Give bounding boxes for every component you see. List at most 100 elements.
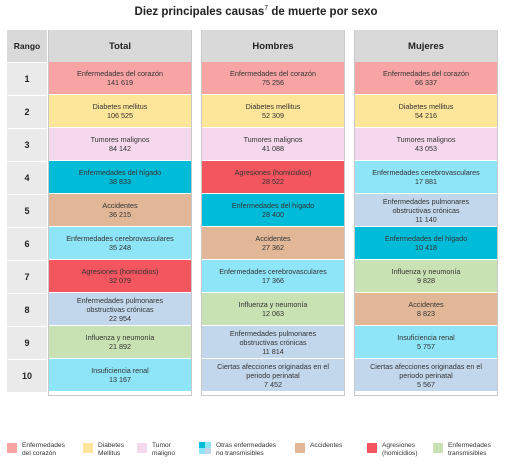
legend-swatch [199,442,211,454]
cause-name: Enfermedades del corazón [230,69,316,78]
cause-name: Ciertas afecciones originadas en el [370,361,482,371]
rank-cell: 4 [7,162,47,194]
death-count: 17 366 [262,276,284,285]
cause-name: Diabetes mellitus [245,102,301,111]
death-count: 5 567 [417,379,435,389]
cause-name: Ciertas afecciones originadas en el [217,361,329,371]
men-column: Enfermedades del corazón 75 256 Diabetes m… [202,62,344,392]
legend-item: Enfermedades del corazón [7,442,83,458]
cause-cell: Enfermedades del corazón 75 256 [202,62,344,95]
legend-swatch [7,443,17,453]
cause-cell: Accidentes 27 362 [202,227,344,260]
death-count: 106 525 [107,111,133,120]
death-count: 41 088 [262,144,284,153]
cause-name: periodo perinatal [399,370,453,380]
cause-name: Enfermedades pulmonares [76,295,164,305]
legend-item: Tumor maligno [137,442,199,458]
legend-swatch [295,443,305,453]
total-header: Total [49,30,191,62]
cause-name: Enfermedades cerebrovasculares [219,267,327,276]
legend-swatch [367,443,377,453]
cause-cell: Enfermedades del hígado 28 400 [202,194,344,227]
death-count: 11 814 [262,346,284,356]
men-header: Hombres [202,30,344,62]
cause-cell: Enfermedades cerebrovasculares 17 366 [202,260,344,293]
cause-cell: Accidentes 8 823 [355,293,497,326]
legend-label: Enfermedades transmisibles [448,442,491,457]
rank-cell: 7 [7,261,47,293]
cause-name: Accidentes [408,300,444,309]
death-count: 66 337 [415,78,437,87]
cause-cell: Insuficiencia renal 13 167 [49,359,191,392]
cause-name: Accidentes [255,234,291,243]
cause-name: Insuficiencia renal [397,333,455,342]
cause-cell: Enfermedades del hígado 10 418 [355,227,497,260]
death-count: 54 216 [415,111,437,120]
cause-cell: Enfermedades pulmonares obstructivas crón… [355,194,497,227]
legend-item: Agresiones (homicidios) [367,442,433,458]
cause-name: obstructivas crónicas [86,304,154,314]
cause-cell: Ciertas afecciones originadas en el perio… [355,359,497,392]
cause-name: Enfermedades cerebrovasculares [66,234,174,243]
rank-cell: 1 [7,63,47,95]
death-count: 22 954 [109,313,131,323]
cause-name: obstructivas crónicas [392,205,460,215]
cause-name: Enfermedades del corazón [383,69,469,78]
cause-cell: Enfermedades pulmonares obstructivas crón… [49,293,191,326]
legend-swatch [433,443,443,453]
cause-name: Enfermedades del corazón [77,69,163,78]
legend-label: Enfermedades del corazón [22,442,65,457]
cause-cell: Enfermedades cerebrovasculares 35 248 [49,227,191,260]
legend-item: Diabetes Mellitus [83,442,137,458]
cause-cell: Diabetes mellitus 106 525 [49,95,191,128]
cause-name: obstructivas crónicas [239,337,307,347]
cause-name: Tumores malignos [90,135,150,144]
legend-label: Otras enfermedades no transmisibles [216,442,277,457]
death-count: 11 140 [415,214,437,224]
rank-cell: 3 [7,129,47,161]
legend-swatch [83,443,93,453]
death-count: 35 248 [109,243,131,252]
rank-cell: 10 [7,360,47,392]
cause-cell: Diabetes mellitus 52 309 [202,95,344,128]
cause-cell: Tumores malignos 43 053 [355,128,497,161]
death-count: 84 142 [109,144,131,153]
death-count: 43 053 [415,144,437,153]
cause-name: Agresiones (homicidios) [234,168,312,177]
cause-name: Insuficiencia renal [91,366,149,375]
cause-name: Enfermedades del hígado [78,168,162,177]
death-count: 27 362 [262,243,284,252]
cause-cell: Enfermedades del hígado 38 833 [49,161,191,194]
legend-label: Tumor maligno [152,442,176,457]
legend-item: Enfermedades transmisibles [433,442,503,458]
cause-name: Enfermedades del hígado [384,234,468,243]
legend-item: Otras enfermedades no transmisibles [199,442,295,458]
rank-cell: 5 [7,195,47,227]
death-count: 52 309 [262,111,284,120]
cause-cell: Enfermedades cerebrovasculares 17 881 [355,161,497,194]
rank-cell: 2 [7,96,47,128]
total-column: Enfermedades del corazón 141 619 Diabetes … [49,62,191,392]
death-count: 36 215 [109,210,131,219]
legend: Enfermedades del corazón Diabetes Mellitus T… [7,442,503,458]
rank-cell: 6 [7,228,47,260]
cause-name: Influenza y neumonía [85,333,155,342]
cause-name: Influenza y neumonía [238,300,308,309]
death-count: 10 418 [415,243,437,252]
death-count: 75 256 [262,78,284,87]
cause-name: Enfermedades pulmonares [229,328,317,338]
death-count: 28 400 [262,210,284,219]
cause-cell: Tumores malignos 41 088 [202,128,344,161]
death-count: 13 167 [109,375,131,384]
cause-cell: Influenza y neumonía 9 828 [355,260,497,293]
cause-name: periodo perinatal [246,370,300,380]
death-count: 17 881 [415,177,437,186]
death-count: 28 522 [262,177,284,186]
cause-name: Enfermedades cerebrovasculares [372,168,480,177]
cause-cell: Agresiones (homicidios) 28 522 [202,161,344,194]
death-count: 5 757 [417,342,435,351]
death-count: 8 823 [417,309,435,318]
cause-cell: Insuficiencia renal 5 757 [355,326,497,359]
cause-name: Enfermedades del hígado [231,201,315,210]
rank-cell: 9 [7,327,47,359]
